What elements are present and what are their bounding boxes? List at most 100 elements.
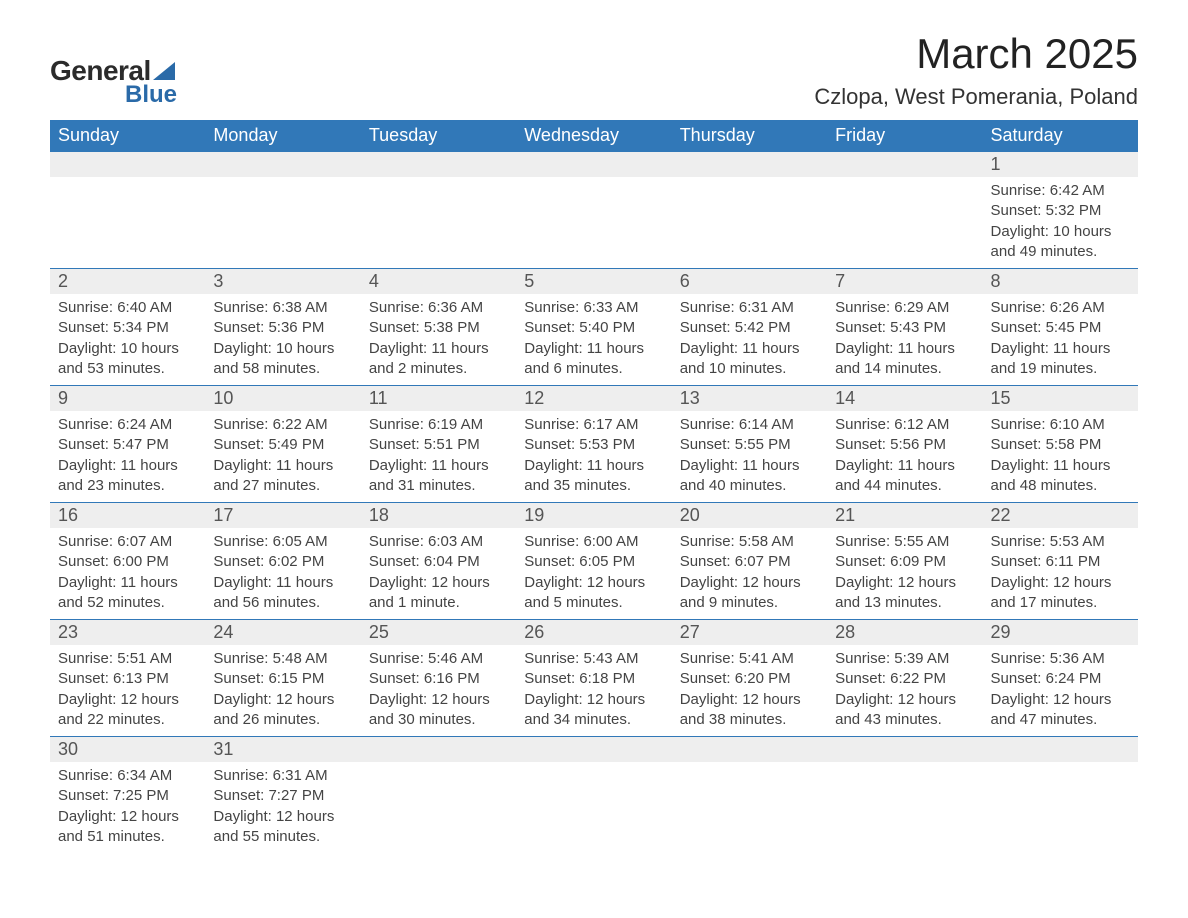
day-content-cell: Sunrise: 6:05 AMSunset: 6:02 PMDaylight:… — [205, 528, 360, 620]
day-sunset: Sunset: 5:58 PM — [991, 435, 1130, 455]
day-number-cell: 5 — [516, 269, 671, 295]
day-number-row: 9101112131415 — [50, 386, 1138, 412]
day-daylight1: Daylight: 12 hours — [369, 573, 508, 593]
day-content-cell: Sunrise: 5:58 AMSunset: 6:07 PMDaylight:… — [672, 528, 827, 620]
day-number-cell: 11 — [361, 386, 516, 412]
brand-word2: Blue — [125, 81, 177, 109]
day-number-row: 23242526272829 — [50, 620, 1138, 646]
day-content-cell: Sunrise: 6:34 AMSunset: 7:25 PMDaylight:… — [50, 762, 205, 853]
day-sunset: Sunset: 5:55 PM — [680, 435, 819, 455]
day-daylight1: Daylight: 12 hours — [835, 573, 974, 593]
day-content-cell: Sunrise: 5:55 AMSunset: 6:09 PMDaylight:… — [827, 528, 982, 620]
weekday-header: Friday — [827, 120, 982, 152]
day-content-cell — [516, 762, 671, 853]
day-number-cell: 31 — [205, 737, 360, 763]
day-number-cell: 15 — [983, 386, 1138, 412]
day-sunrise: Sunrise: 5:53 AM — [991, 532, 1130, 552]
day-content-cell: Sunrise: 5:53 AMSunset: 6:11 PMDaylight:… — [983, 528, 1138, 620]
day-sunset: Sunset: 5:38 PM — [369, 318, 508, 338]
day-sunrise: Sunrise: 6:31 AM — [680, 298, 819, 318]
day-daylight1: Daylight: 11 hours — [680, 456, 819, 476]
page-header: General Blue March 2025 Czlopa, West Pom… — [50, 30, 1138, 110]
day-number-row: 16171819202122 — [50, 503, 1138, 529]
day-content-cell: Sunrise: 6:26 AMSunset: 5:45 PMDaylight:… — [983, 294, 1138, 386]
day-number-cell — [516, 152, 671, 178]
day-sunset: Sunset: 5:36 PM — [213, 318, 352, 338]
day-number-cell — [361, 152, 516, 178]
day-daylight1: Daylight: 11 hours — [680, 339, 819, 359]
day-daylight1: Daylight: 11 hours — [991, 339, 1130, 359]
day-number-cell — [827, 737, 982, 763]
day-sunrise: Sunrise: 6:10 AM — [991, 415, 1130, 435]
day-daylight2: and 9 minutes. — [680, 593, 819, 613]
day-number-row: 1 — [50, 152, 1138, 178]
day-number-row: 2345678 — [50, 269, 1138, 295]
day-sunrise: Sunrise: 6:42 AM — [991, 181, 1130, 201]
day-daylight2: and 19 minutes. — [991, 359, 1130, 379]
day-daylight1: Daylight: 11 hours — [58, 456, 197, 476]
day-content-cell: Sunrise: 6:14 AMSunset: 5:55 PMDaylight:… — [672, 411, 827, 503]
day-daylight2: and 35 minutes. — [524, 476, 663, 496]
day-content-cell: Sunrise: 5:39 AMSunset: 6:22 PMDaylight:… — [827, 645, 982, 737]
day-sunrise: Sunrise: 6:34 AM — [58, 766, 197, 786]
title-block: March 2025 Czlopa, West Pomerania, Polan… — [814, 30, 1138, 110]
day-daylight2: and 23 minutes. — [58, 476, 197, 496]
day-sunset: Sunset: 6:09 PM — [835, 552, 974, 572]
day-number-cell: 17 — [205, 503, 360, 529]
day-sunrise: Sunrise: 6:31 AM — [213, 766, 352, 786]
day-sunrise: Sunrise: 6:36 AM — [369, 298, 508, 318]
day-content-cell — [983, 762, 1138, 853]
day-content-cell — [361, 762, 516, 853]
day-number-cell — [50, 152, 205, 178]
day-sunset: Sunset: 5:40 PM — [524, 318, 663, 338]
day-sunset: Sunset: 6:15 PM — [213, 669, 352, 689]
day-daylight1: Daylight: 12 hours — [524, 690, 663, 710]
day-sunset: Sunset: 6:05 PM — [524, 552, 663, 572]
day-content-row: Sunrise: 6:24 AMSunset: 5:47 PMDaylight:… — [50, 411, 1138, 503]
day-daylight1: Daylight: 12 hours — [58, 807, 197, 827]
day-daylight1: Daylight: 11 hours — [213, 456, 352, 476]
day-content-row: Sunrise: 6:34 AMSunset: 7:25 PMDaylight:… — [50, 762, 1138, 853]
day-daylight1: Daylight: 10 hours — [213, 339, 352, 359]
day-sunrise: Sunrise: 6:19 AM — [369, 415, 508, 435]
day-number-cell: 7 — [827, 269, 982, 295]
day-content-cell: Sunrise: 6:03 AMSunset: 6:04 PMDaylight:… — [361, 528, 516, 620]
day-daylight2: and 17 minutes. — [991, 593, 1130, 613]
weekday-header: Tuesday — [361, 120, 516, 152]
day-sunset: Sunset: 5:47 PM — [58, 435, 197, 455]
day-sunset: Sunset: 5:56 PM — [835, 435, 974, 455]
day-content-cell: Sunrise: 6:29 AMSunset: 5:43 PMDaylight:… — [827, 294, 982, 386]
weekday-header: Monday — [205, 120, 360, 152]
day-number-cell: 1 — [983, 152, 1138, 178]
day-sunrise: Sunrise: 6:29 AM — [835, 298, 974, 318]
day-sunrise: Sunrise: 6:03 AM — [369, 532, 508, 552]
day-number-cell — [827, 152, 982, 178]
day-content-cell: Sunrise: 6:12 AMSunset: 5:56 PMDaylight:… — [827, 411, 982, 503]
day-daylight1: Daylight: 12 hours — [213, 690, 352, 710]
day-sunset: Sunset: 6:07 PM — [680, 552, 819, 572]
brand-logo: General Blue — [50, 55, 177, 109]
month-title: March 2025 — [814, 30, 1138, 78]
day-sunrise: Sunrise: 6:22 AM — [213, 415, 352, 435]
day-daylight1: Daylight: 11 hours — [369, 339, 508, 359]
day-content-cell: Sunrise: 6:31 AMSunset: 5:42 PMDaylight:… — [672, 294, 827, 386]
day-number-cell: 23 — [50, 620, 205, 646]
day-number-cell: 19 — [516, 503, 671, 529]
day-sunset: Sunset: 6:02 PM — [213, 552, 352, 572]
day-daylight2: and 22 minutes. — [58, 710, 197, 730]
day-sunset: Sunset: 6:04 PM — [369, 552, 508, 572]
day-daylight2: and 47 minutes. — [991, 710, 1130, 730]
day-content-cell: Sunrise: 5:48 AMSunset: 6:15 PMDaylight:… — [205, 645, 360, 737]
day-sunset: Sunset: 6:22 PM — [835, 669, 974, 689]
day-number-cell — [672, 152, 827, 178]
day-number-cell: 6 — [672, 269, 827, 295]
day-sunrise: Sunrise: 6:38 AM — [213, 298, 352, 318]
day-content-cell — [672, 762, 827, 853]
day-number-cell: 28 — [827, 620, 982, 646]
day-content-cell — [50, 177, 205, 269]
day-daylight2: and 5 minutes. — [524, 593, 663, 613]
day-daylight2: and 53 minutes. — [58, 359, 197, 379]
day-content-cell — [827, 177, 982, 269]
day-daylight1: Daylight: 12 hours — [58, 690, 197, 710]
day-number-cell — [672, 737, 827, 763]
